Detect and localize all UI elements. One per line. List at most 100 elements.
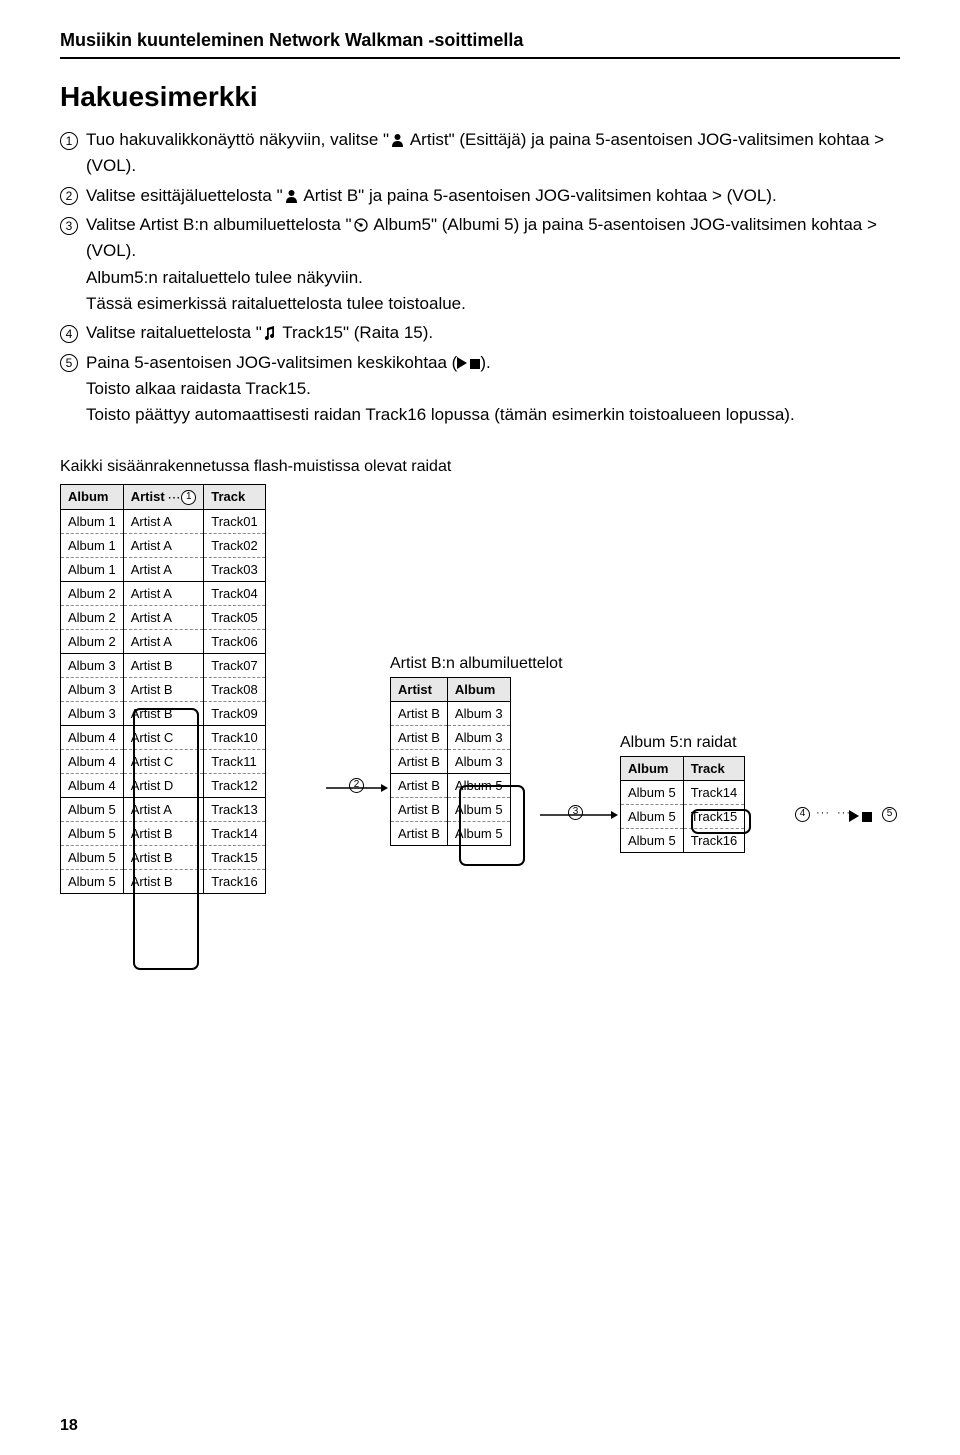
table-album5-tracks: AlbumTrackAlbum 5Track14Album 5Track15Al… [620,756,745,853]
table-row: Album 5Track16 [621,828,745,852]
page-heading: Hakuesimerkki [60,81,900,113]
table-cell: Track14 [204,821,265,845]
table-cell: Artist A [123,581,204,605]
table-cell: Album 5 [61,821,124,845]
table-cell: Track09 [204,701,265,725]
table-cell: Artist C [123,749,204,773]
table-row: Album 3Artist BTrack09 [61,701,266,725]
table-row: Album 1Artist ATrack01 [61,509,266,533]
table-cell: Artist B [123,653,204,677]
table-row: Artist BAlbum 5 [391,821,511,845]
table-header: Album [61,484,124,509]
table-cell: Track15 [204,845,265,869]
table-cell: Track14 [683,780,744,804]
table-cell: Artist B [391,797,448,821]
table-row: Album 5Artist BTrack15 [61,845,266,869]
table-header: Track [204,484,265,509]
table2-caption: Artist B:n albumiluettelot [390,655,563,673]
table-cell: Album 1 [61,509,124,533]
table-cell: Artist A [123,533,204,557]
table-cell: Track02 [204,533,265,557]
table-cell: Track16 [204,869,265,893]
step-number: 1 [60,132,78,150]
table-row: Album 5Artist BTrack14 [61,821,266,845]
table-cell: Album 5 [61,797,124,821]
table-cell: Artist B [123,869,204,893]
table-row: Artist BAlbum 3 [391,725,511,749]
table-cell: Artist B [391,725,448,749]
table-cell: Track11 [204,749,265,773]
table-cell: Album 5 [621,828,684,852]
table-row: Album 5Artist BTrack16 [61,869,266,893]
badge-5: 5 [882,807,897,822]
table-cell: Track16 [683,828,744,852]
table-cell: Album 1 [61,533,124,557]
table-cell: Artist A [123,605,204,629]
table-header: Artist [391,677,448,701]
table-header: Album [621,756,684,780]
table-cell: Album 3 [447,749,510,773]
table-row: Album 5Track14 [621,780,745,804]
table-cell: Track01 [204,509,265,533]
table-cell: Artist B [391,773,448,797]
table-row: Album 4Artist CTrack10 [61,725,266,749]
table-cell: Album 2 [61,605,124,629]
table-row: Album 3Artist BTrack08 [61,677,266,701]
table-cell: Artist D [123,773,204,797]
table-row: Artist BAlbum 3 [391,701,511,725]
table-cell: Album 1 [61,557,124,581]
table-cell: Album 2 [61,581,124,605]
table3-caption: Album 5:n raidat [620,734,745,752]
table-cell: Artist A [123,509,204,533]
table-row: Artist BAlbum 3 [391,749,511,773]
table-cell: Artist B [391,749,448,773]
dots-1: ··· [816,807,830,819]
table-row: Album 4Artist DTrack12 [61,773,266,797]
badge-2: 2 [349,778,364,793]
step-item: 4 Valitse raitaluettelosta " Track15" (Ra… [60,320,900,346]
table-cell: Album 4 [61,725,124,749]
table-cell: Album 5 [447,773,510,797]
table-row: Album 2Artist ATrack05 [61,605,266,629]
table-row: Album 2Artist ATrack06 [61,629,266,653]
table-row: Artist BAlbum 5 [391,797,511,821]
table-cell: Track13 [204,797,265,821]
table-cell: Artist A [123,557,204,581]
table-cell: Album 3 [447,701,510,725]
table-cell: Artist B [123,845,204,869]
table-cell: Album 5 [621,804,684,828]
table-cell: Album 5 [61,845,124,869]
table-cell: Album 4 [61,773,124,797]
table1-caption: Kaikki sisäänrakennetussa flash-muistiss… [60,457,451,478]
step-body: Tuo hakuvalikkonäyttö näkyviin, valitse … [86,127,900,180]
step-body: Valitse Artist B:n albumiluettelosta " A… [86,212,900,317]
step-item: 3Valitse Artist B:n albumiluettelosta " … [60,212,900,317]
table-header: Album [447,677,510,701]
table-row: Album 5Artist ATrack13 [61,797,266,821]
table-cell: Track03 [204,557,265,581]
table-cell: Track06 [204,629,265,653]
page-number: 18 [60,1417,78,1435]
section-divider [60,57,900,59]
table-row: Album 3Artist BTrack07 [61,653,266,677]
table-cell: Track05 [204,605,265,629]
table-row: Album 1Artist ATrack03 [61,557,266,581]
table-cell: Artist B [123,677,204,701]
step-number: 4 [60,325,78,343]
diagram-area: Kaikki sisäänrakennetussa flash-muistiss… [60,457,900,1097]
step-body: Paina 5-asentoisen JOG-valitsimen keskik… [86,350,900,429]
table-cell: Artist A [123,629,204,653]
table-cell: Track04 [204,581,265,605]
table-cell: Track07 [204,653,265,677]
table-cell: Album 3 [447,725,510,749]
table-cell: Album 5 [447,797,510,821]
table-row: Album 4Artist CTrack11 [61,749,266,773]
table-row: Album 1Artist ATrack02 [61,533,266,557]
table-cell: Artist B [123,701,204,725]
table-cell: Album 5 [621,780,684,804]
table-cell: Album 3 [61,701,124,725]
table-row: Artist BAlbum 5 [391,773,511,797]
step-body: Valitse raitaluettelosta " Track15" (Rai… [86,320,900,346]
table-cell: Artist A [123,797,204,821]
step-body: Valitse esittäjäluettelosta " Artist B" … [86,183,900,209]
